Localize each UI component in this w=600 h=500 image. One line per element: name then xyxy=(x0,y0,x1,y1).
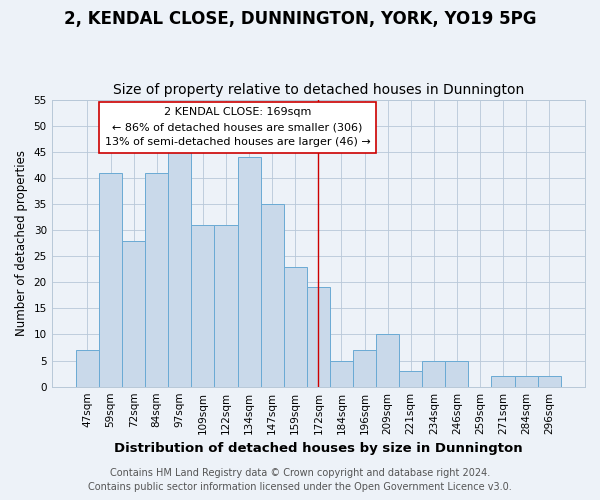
X-axis label: Distribution of detached houses by size in Dunnington: Distribution of detached houses by size … xyxy=(114,442,523,455)
Bar xyxy=(260,204,284,386)
Bar xyxy=(330,360,353,386)
Y-axis label: Number of detached properties: Number of detached properties xyxy=(15,150,28,336)
Bar xyxy=(445,360,469,386)
Bar xyxy=(376,334,399,386)
Bar xyxy=(145,172,168,386)
Bar xyxy=(491,376,515,386)
Bar xyxy=(191,225,214,386)
Bar xyxy=(399,371,422,386)
Text: 2, KENDAL CLOSE, DUNNINGTON, YORK, YO19 5PG: 2, KENDAL CLOSE, DUNNINGTON, YORK, YO19 … xyxy=(64,10,536,28)
Text: 2 KENDAL CLOSE: 169sqm
← 86% of detached houses are smaller (306)
13% of semi-de: 2 KENDAL CLOSE: 169sqm ← 86% of detached… xyxy=(104,108,370,147)
Bar xyxy=(76,350,99,387)
Bar xyxy=(238,157,260,386)
Bar xyxy=(99,172,122,386)
Bar xyxy=(284,266,307,386)
Bar xyxy=(353,350,376,387)
Bar xyxy=(538,376,561,386)
Bar xyxy=(515,376,538,386)
Bar xyxy=(422,360,445,386)
Bar xyxy=(168,152,191,386)
Bar xyxy=(122,240,145,386)
Bar xyxy=(307,288,330,386)
Title: Size of property relative to detached houses in Dunnington: Size of property relative to detached ho… xyxy=(113,83,524,97)
Bar xyxy=(214,225,238,386)
Text: Contains HM Land Registry data © Crown copyright and database right 2024.
Contai: Contains HM Land Registry data © Crown c… xyxy=(88,468,512,492)
